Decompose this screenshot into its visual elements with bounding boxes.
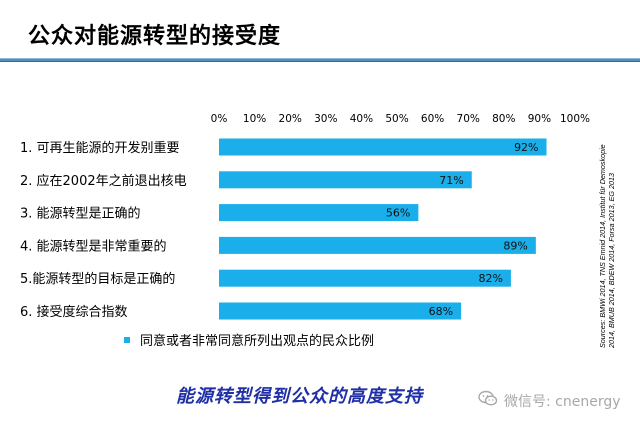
- legend-label: 同意或者非常同意所列出观点的民众比例: [140, 334, 375, 349]
- x-tick-label: 100%: [560, 113, 590, 125]
- x-tick-label: 20%: [279, 113, 302, 125]
- legend-swatch: [124, 336, 130, 343]
- bar: [219, 171, 472, 189]
- x-tick-label: 10%: [243, 113, 266, 125]
- x-axis-ticks: 0% 10% 20% 30% 40% 50% 60% 70% 80% 90% 100%: [211, 113, 590, 125]
- watermark: 微信号: cnenergy: [478, 390, 621, 411]
- data-label: 89%: [503, 239, 527, 252]
- legend: 同意或者非常同意所列出观点的民众比例: [124, 330, 374, 349]
- bars: [219, 138, 547, 320]
- category-label: 5.能源转型的目标是正确的: [20, 271, 175, 287]
- wechat-icon: [478, 390, 498, 411]
- category-labels: 1. 可再生能源的开发别重要 2. 应在2002年之前退出核电 3. 能源转型是正确…: [20, 140, 187, 320]
- bar: [219, 236, 536, 254]
- category-label: 6. 接受度综合指数: [20, 304, 128, 320]
- x-tick-label: 70%: [457, 113, 480, 125]
- category-label: 2. 应在2002年之前退出核电: [20, 173, 187, 189]
- title-rule: [0, 58, 640, 62]
- x-tick-label: 90%: [528, 113, 551, 125]
- bar: [219, 138, 547, 156]
- x-tick-label: 50%: [385, 113, 408, 125]
- data-labels: 92% 71% 56% 89% 82% 68%: [386, 141, 539, 318]
- category-label: 1. 可再生能源的开发别重要: [20, 140, 180, 156]
- tagline: 能源转型得到公众的高度支持: [176, 386, 423, 407]
- source-line-2: 2014, BMUB 2014, BDEW 2014, Forsa 2013, …: [607, 173, 616, 348]
- category-label: 3. 能源转型是正确的: [20, 206, 141, 222]
- page-title: 公众对能源转型的接受度: [28, 24, 282, 49]
- source-note: Sources: BMWi 2014, TNS Emnid 2014, Inst…: [598, 144, 616, 348]
- data-label: 68%: [429, 305, 453, 318]
- x-tick-label: 0%: [211, 113, 228, 125]
- bar: [219, 302, 462, 320]
- x-tick-label: 30%: [314, 113, 337, 125]
- bar: [219, 204, 419, 222]
- watermark-text: 微信号: cnenergy: [504, 393, 621, 410]
- x-tick-label: 80%: [492, 113, 515, 125]
- x-tick-label: 40%: [350, 113, 373, 125]
- source-line-1: Sources: BMWi 2014, TNS Emnid 2014, Inst…: [598, 144, 607, 348]
- bar: [219, 269, 511, 287]
- data-label: 71%: [439, 174, 463, 187]
- data-label: 92%: [514, 141, 538, 154]
- data-label: 56%: [386, 207, 410, 220]
- data-label: 82%: [478, 272, 502, 285]
- category-label: 4. 能源转型是非常重要的: [20, 238, 167, 254]
- x-tick-label: 60%: [421, 113, 444, 125]
